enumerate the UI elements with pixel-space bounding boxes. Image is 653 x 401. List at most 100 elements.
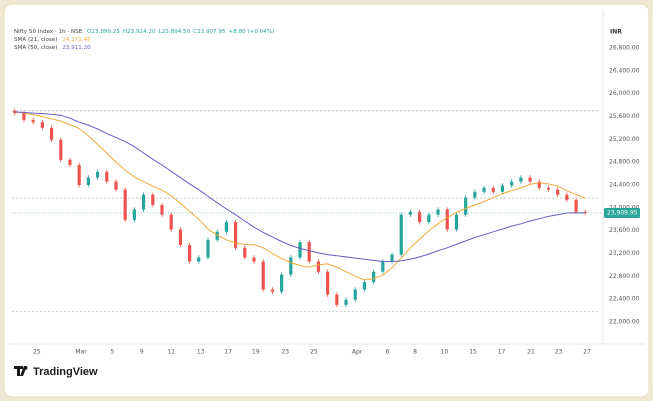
- candle-body: [427, 214, 431, 223]
- candle-body: [86, 177, 90, 185]
- y-tick-label: 26,800.00: [609, 44, 640, 51]
- candle-body: [252, 257, 256, 262]
- candle-body: [289, 257, 293, 275]
- x-tick-label: 13: [197, 349, 205, 356]
- x-tick-label: 11: [167, 349, 175, 356]
- candle-body: [215, 231, 219, 240]
- x-tick-label: 21: [527, 349, 535, 356]
- candle-body: [556, 189, 560, 195]
- candle-body: [537, 181, 541, 188]
- candle-body: [95, 171, 100, 178]
- x-tick-label: 9: [140, 349, 144, 356]
- last-price-label: 23,909.95: [607, 209, 638, 216]
- y-tick-label: 22,400.00: [609, 296, 640, 303]
- sma-line: [14, 111, 586, 281]
- x-tick-label: 19: [252, 349, 260, 356]
- ohlc-values: O23,899.25 H23,924.20 L23,894.50 C23,907.95…: [87, 29, 274, 35]
- legend-header: Nifty 50 Index · 1h · NSE O23,899.25 H23,…: [14, 29, 274, 35]
- candle-body: [454, 214, 459, 230]
- x-tick-label: 5: [110, 349, 114, 356]
- candle-body: [206, 239, 210, 258]
- candle-body: [408, 211, 413, 215]
- candle-body: [132, 209, 136, 220]
- candle-body: [326, 271, 330, 295]
- candle-body: [40, 122, 44, 128]
- candle-body: [307, 242, 311, 262]
- candle-body: [114, 181, 118, 190]
- candle-body: [141, 194, 146, 210]
- x-tick-label: Mar: [75, 349, 87, 356]
- y-tick-label: 24,800.00: [609, 159, 640, 166]
- candle-body: [436, 209, 440, 215]
- y-tick-label: 24,000.00: [609, 204, 640, 211]
- y-tick-label: 26,000.00: [609, 90, 640, 97]
- y-tick-label: 22,800.00: [609, 273, 640, 280]
- ohlc-value: L23,894.50: [159, 29, 191, 35]
- candle-body: [445, 209, 449, 230]
- brand-logo: TradingView: [14, 366, 98, 378]
- candle-body: [123, 189, 127, 220]
- currency-label: INR: [610, 29, 622, 36]
- candle-body: [68, 159, 72, 166]
- x-tick-label: 25: [310, 349, 318, 356]
- candle-body: [510, 181, 514, 186]
- candle-body: [372, 271, 376, 283]
- x-tick-label: 23: [555, 349, 563, 356]
- candle-body: [169, 214, 173, 230]
- candle-body: [399, 214, 403, 255]
- candle-body: [491, 187, 495, 192]
- y-tick-label: 23,600.00: [609, 227, 640, 234]
- legend-sma21: SMA (21, close) 24,171.45: [14, 37, 91, 43]
- candle-body: [261, 261, 265, 290]
- candle-body: [197, 257, 201, 262]
- ohlc-value: +8.80 (+0.04%): [229, 29, 275, 35]
- candle-body: [59, 139, 63, 160]
- candle-body: [528, 177, 532, 182]
- candle-body: [31, 119, 35, 123]
- candle-body: [418, 211, 422, 223]
- x-tick-label: 23: [281, 349, 289, 356]
- candle-body: [22, 113, 26, 120]
- x-tick-label: 17: [224, 349, 232, 356]
- candle-body: [243, 247, 247, 258]
- overlay-value: 23,911.20: [62, 45, 91, 51]
- candle-body: [500, 185, 505, 192]
- sma-line: [14, 111, 586, 262]
- candle-body: [353, 289, 357, 300]
- ohlc-value: C23,907.95: [193, 29, 226, 35]
- candle-body: [13, 110, 17, 114]
- candle-body: [519, 177, 523, 182]
- chart-card: [3, 3, 650, 398]
- candle-body: [105, 171, 109, 182]
- candle-body: [178, 229, 182, 245]
- candle-body: [280, 274, 284, 292]
- candle-body: [77, 165, 81, 185]
- candle-body: [224, 222, 229, 232]
- brand-name: TradingView: [33, 366, 98, 378]
- candle-body: [298, 242, 302, 258]
- x-tick-label: 27: [583, 349, 591, 356]
- candle-body: [565, 194, 569, 200]
- overlay-value: 24,171.45: [62, 37, 91, 43]
- candle-body: [546, 187, 551, 190]
- candle-body: [482, 187, 486, 192]
- x-tick-label: Apr: [352, 349, 363, 356]
- x-tick-label: 8: [413, 349, 417, 356]
- brand-icon: [14, 366, 27, 376]
- candle-body: [335, 294, 339, 305]
- y-tick-label: 22,000.00: [609, 319, 640, 326]
- candle-body: [49, 127, 54, 140]
- candle-body: [187, 244, 192, 262]
- y-tick-label: 26,400.00: [609, 67, 640, 74]
- x-tick-label: 10: [441, 349, 449, 356]
- candle-body: [316, 261, 321, 272]
- overlay-name: SMA (50, close): [14, 45, 57, 51]
- candle-body: [464, 197, 468, 215]
- x-tick-label: 25: [33, 349, 41, 356]
- last-price-tag: [604, 207, 640, 218]
- ohlc-value: O23,899.25: [87, 29, 120, 35]
- candle-body: [270, 289, 275, 292]
- candle-body: [234, 222, 238, 248]
- candle-body: [381, 261, 385, 272]
